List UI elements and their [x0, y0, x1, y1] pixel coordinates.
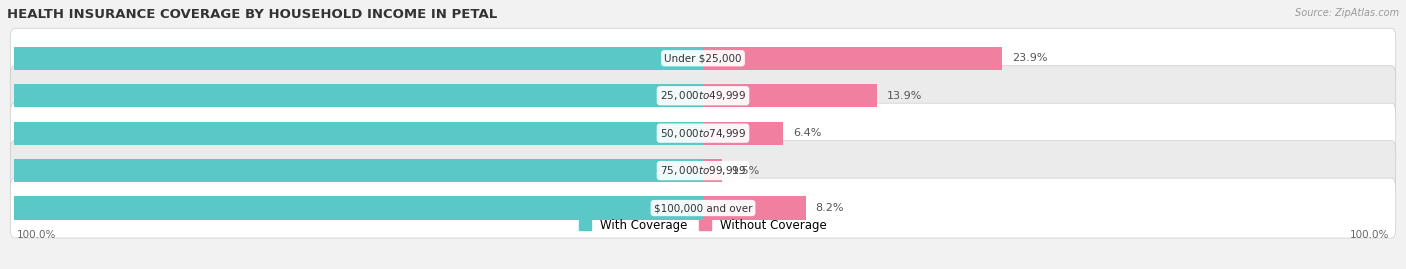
FancyBboxPatch shape — [10, 66, 1396, 126]
FancyBboxPatch shape — [10, 178, 1396, 238]
Legend: With Coverage, Without Coverage: With Coverage, Without Coverage — [579, 219, 827, 232]
Bar — [703, 84, 877, 107]
Text: 23.9%: 23.9% — [1012, 53, 1047, 63]
Text: $50,000 to $74,999: $50,000 to $74,999 — [659, 127, 747, 140]
Text: 1.5%: 1.5% — [731, 166, 761, 176]
Text: 100.0%: 100.0% — [1350, 230, 1389, 240]
Bar — [703, 196, 806, 220]
Bar — [703, 122, 783, 145]
Text: Under $25,000: Under $25,000 — [664, 53, 742, 63]
Text: HEALTH INSURANCE COVERAGE BY HOUSEHOLD INCOME IN PETAL: HEALTH INSURANCE COVERAGE BY HOUSEHOLD I… — [7, 8, 498, 21]
Text: $75,000 to $99,999: $75,000 to $99,999 — [659, 164, 747, 177]
FancyBboxPatch shape — [10, 103, 1396, 163]
Bar — [703, 159, 721, 182]
Bar — [0, 47, 703, 70]
Text: 100.0%: 100.0% — [17, 230, 56, 240]
Bar — [0, 84, 703, 107]
Bar — [0, 159, 703, 182]
Bar — [0, 122, 703, 145]
Text: 13.9%: 13.9% — [887, 91, 922, 101]
Text: 8.2%: 8.2% — [815, 203, 844, 213]
Text: $100,000 and over: $100,000 and over — [654, 203, 752, 213]
Bar — [0, 196, 703, 220]
Text: Source: ZipAtlas.com: Source: ZipAtlas.com — [1295, 8, 1399, 18]
FancyBboxPatch shape — [10, 28, 1396, 88]
FancyBboxPatch shape — [10, 141, 1396, 201]
Text: 6.4%: 6.4% — [793, 128, 821, 138]
Bar — [703, 47, 1002, 70]
Text: $25,000 to $49,999: $25,000 to $49,999 — [659, 89, 747, 102]
